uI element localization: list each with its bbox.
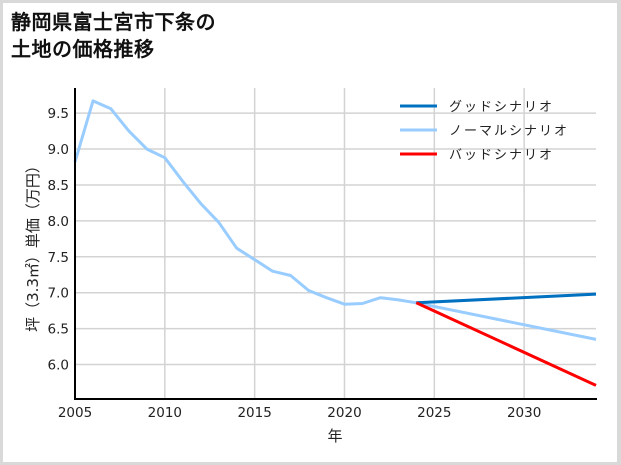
series-line: [416, 292, 597, 305]
x-tick-labels: 2005 2010 2015 2020 2025 2030: [58, 405, 541, 421]
title-line-1: 静岡県富士宮市下条の: [11, 10, 216, 34]
title-line-2: 土地の価格推移: [11, 37, 155, 61]
y-tick-label: 6.5: [48, 322, 69, 338]
legend-label: ノーマルシナリオ: [449, 124, 569, 139]
chart-title: 静岡県富士宮市下条の 土地の価格推移: [11, 9, 216, 63]
x-axis-label: 年: [327, 427, 342, 445]
series-lines: [73, 99, 597, 387]
series-line: [415, 301, 597, 387]
y-tick-label: 8.5: [48, 178, 69, 194]
x-tick-label: 2010: [148, 405, 182, 421]
y-axis-label: 坪（3.3㎡）単価（万円）: [24, 158, 42, 332]
x-tick-label: 2025: [417, 405, 451, 421]
x-tick-label: 2020: [327, 405, 361, 421]
legend-label: グッドシナリオ: [449, 100, 554, 115]
y-tick-label: 9.0: [48, 142, 69, 158]
chart-frame: [3, 3, 617, 462]
y-tick-label: 7.5: [48, 250, 69, 266]
y-tick-label: 9.5: [48, 106, 69, 122]
y-tick-label: 8.0: [48, 214, 69, 230]
y-tick-labels: 6.0 6.5 7.0 7.5 8.0 8.5 9.0 9.5: [48, 106, 69, 373]
series-line: [73, 99, 597, 341]
legend-label: バッドシナリオ: [449, 148, 554, 163]
x-tick-label: 2030: [507, 405, 541, 421]
x-tick-label: 2005: [58, 405, 92, 421]
x-tick-label: 2015: [237, 405, 271, 421]
y-tick-label: 6.0: [48, 358, 69, 374]
axes: [74, 88, 597, 400]
grid-lines: [74, 88, 596, 399]
y-tick-label: 7.0: [48, 286, 69, 302]
